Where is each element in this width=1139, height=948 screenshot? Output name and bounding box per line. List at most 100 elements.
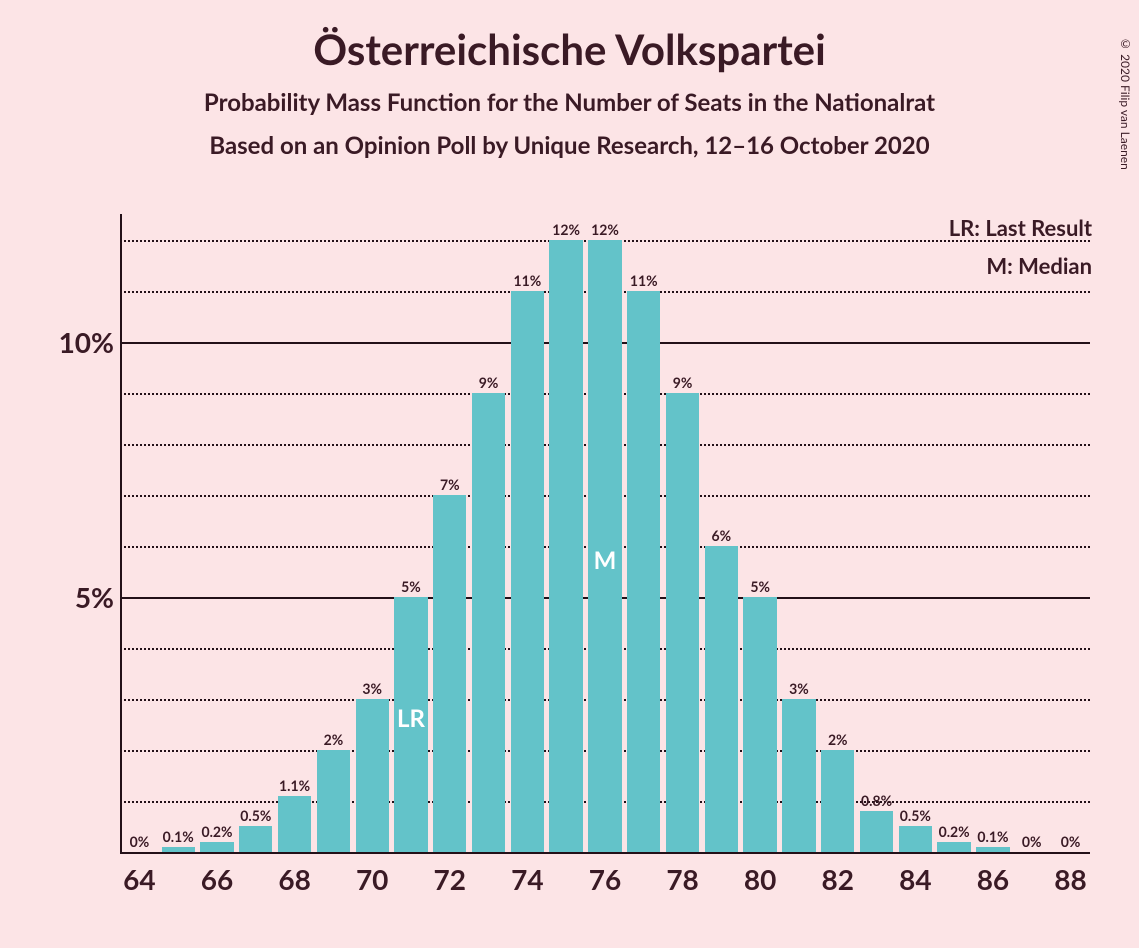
bar-slot: 11% — [508, 214, 547, 852]
x-tick-label: 84 — [896, 862, 935, 902]
bar: 3% — [356, 699, 389, 852]
bar-slot: 0% — [120, 214, 159, 852]
x-tick-label — [935, 862, 974, 902]
x-tick-label: 86 — [974, 862, 1013, 902]
x-tick-label — [159, 862, 198, 902]
bar-value-label: 5% — [750, 578, 770, 595]
bar-value-label: 0.5% — [900, 807, 931, 824]
x-tick-label: 78 — [663, 862, 702, 902]
x-tick-label: 68 — [275, 862, 314, 902]
bar-slot: 0.1% — [974, 214, 1013, 852]
bar: 3% — [782, 699, 815, 852]
x-tick-label — [469, 862, 508, 902]
bar-slot: 9% — [469, 214, 508, 852]
bar-slot: 1.1% — [275, 214, 314, 852]
bar-slot: 12% — [547, 214, 586, 852]
chart-subtitle-2: Based on an Opinion Poll by Unique Resea… — [0, 131, 1139, 160]
x-tick-label: 74 — [508, 862, 547, 902]
bar: 12%M — [588, 240, 621, 852]
x-tick-label: 88 — [1051, 862, 1090, 902]
bar-slot: 0.2% — [935, 214, 974, 852]
bar-slot: 0.8% — [857, 214, 896, 852]
bar-slot: 6% — [702, 214, 741, 852]
x-tick-label — [702, 862, 741, 902]
x-tick-label: 80 — [741, 862, 780, 902]
bar-slot: 5% — [741, 214, 780, 852]
x-tick-label — [780, 862, 819, 902]
bar-inner-label: M — [594, 546, 617, 575]
bar: 9% — [472, 393, 505, 852]
x-tick-label: 76 — [586, 862, 625, 902]
chart-title: Österreichische Volkspartei — [0, 24, 1139, 74]
bar: 11% — [627, 291, 660, 852]
x-tick-label — [1012, 862, 1051, 902]
x-tick-label — [547, 862, 586, 902]
y-axis-labels: 5% 10% — [40, 214, 120, 854]
x-tick-label: 70 — [353, 862, 392, 902]
bar-slot: 3% — [353, 214, 392, 852]
bar: 0.8% — [860, 811, 893, 852]
bar-slot: 11% — [624, 214, 663, 852]
bar-slot: 12%M — [586, 214, 625, 852]
bar-slot: 2% — [818, 214, 857, 852]
x-tick-label: 82 — [818, 862, 857, 902]
bar-value-label: 9% — [479, 374, 499, 391]
bar-value-label: 0.2% — [939, 823, 970, 840]
bar-value-label: 0.2% — [201, 823, 232, 840]
chart-container: LR: Last Result M: Median 5%10% 0%0.1%0.… — [40, 214, 1110, 924]
x-tick-label: 64 — [120, 862, 159, 902]
chart-subtitle-1: Probability Mass Function for the Number… — [0, 88, 1139, 117]
bar-value-label: 12% — [552, 221, 580, 238]
bar-slot: 7% — [430, 214, 469, 852]
x-tick-label — [392, 862, 431, 902]
bar: 0.2% — [200, 842, 233, 852]
bar-slot: 0.1% — [159, 214, 198, 852]
copyright-text: © 2020 Filip van Laenen — [1118, 36, 1133, 170]
x-axis — [120, 852, 1090, 854]
y-tick-label: 5% — [75, 580, 114, 614]
bar-slot: 9% — [663, 214, 702, 852]
bar-value-label: 0.8% — [861, 792, 892, 809]
x-tick-label: 72 — [430, 862, 469, 902]
bar-value-label: 11% — [514, 272, 542, 289]
bar-slot: 0% — [1012, 214, 1051, 852]
bar-value-label: 3% — [789, 680, 809, 697]
bar: 5% — [743, 597, 776, 852]
bar: 0.2% — [937, 842, 970, 852]
bar: 2% — [821, 750, 854, 852]
bar: 0.5% — [899, 826, 932, 852]
plot-area: 0%0.1%0.2%0.5%1.1%2%3%5%LR7%9%11%12%12%M… — [120, 214, 1090, 854]
bar: 12% — [549, 240, 582, 852]
bar: 9% — [666, 393, 699, 852]
bar-inner-label: LR — [397, 704, 425, 733]
bar-value-label: 9% — [673, 374, 693, 391]
bar: 1.1% — [278, 796, 311, 852]
bar-value-label: 5% — [401, 578, 421, 595]
x-tick-label — [314, 862, 353, 902]
bar: 2% — [317, 750, 350, 852]
bar-value-label: 11% — [630, 272, 658, 289]
x-tick-label — [857, 862, 896, 902]
bar-value-label: 3% — [362, 680, 382, 697]
bar-value-label: 2% — [324, 731, 344, 748]
bar-value-label: 1.1% — [279, 777, 310, 794]
bar-value-label: 0% — [130, 833, 150, 850]
bar-slot: 0.5% — [236, 214, 275, 852]
bar-value-label: 7% — [440, 476, 460, 493]
x-axis-labels: 64666870727476788082848688 — [120, 862, 1090, 902]
y-axis — [120, 214, 122, 854]
bar-slot: 5% LR — [392, 214, 431, 852]
bar-value-label: 0.5% — [240, 807, 271, 824]
x-tick-label — [236, 862, 275, 902]
bar: 11% — [511, 291, 544, 852]
bar-slot: 3% — [780, 214, 819, 852]
y-tick-label: 10% — [59, 325, 114, 359]
bar-value-label: 2% — [828, 731, 848, 748]
bar-slot: 0% — [1051, 214, 1090, 852]
x-tick-label — [624, 862, 663, 902]
bars-group: 0%0.1%0.2%0.5%1.1%2%3%5%LR7%9%11%12%12%M… — [120, 214, 1090, 852]
bar-value-label: 6% — [712, 527, 732, 544]
bar-slot: 0.2% — [198, 214, 237, 852]
bar-slot: 0.5% — [896, 214, 935, 852]
bar-slot: 2% — [314, 214, 353, 852]
